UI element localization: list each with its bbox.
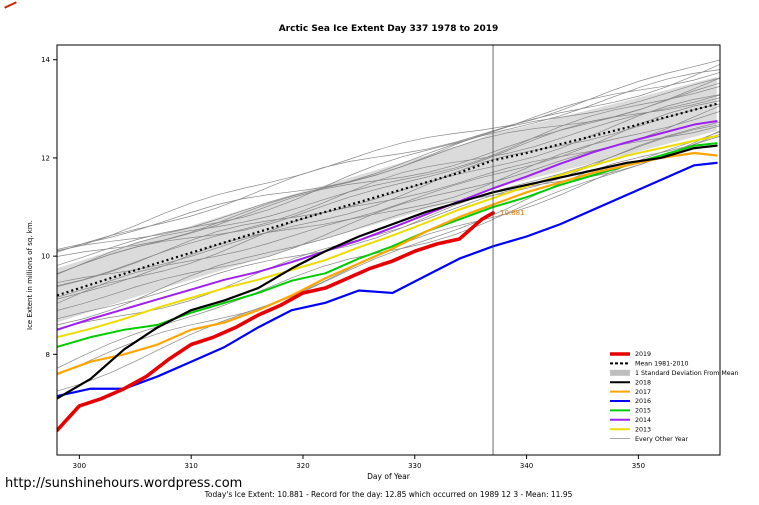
legend-label: 1 Standard Deviation From Mean (635, 370, 739, 377)
legend-label: Every Other Year (635, 436, 689, 443)
footer-link[interactable]: http://sunshinehours.wordpress.com (5, 476, 243, 491)
other-year-line (57, 111, 720, 304)
series-line-2017 (57, 151, 718, 376)
legend-label: 2016 (635, 398, 651, 405)
other-year-line (57, 100, 720, 300)
plot-area (57, 59, 720, 433)
series-line-2014 (57, 120, 718, 331)
y-tick-label: 14 (41, 56, 50, 64)
legend-label: 2017 (635, 389, 651, 396)
other-year-line (57, 86, 720, 275)
x-tick-label: 310 (184, 462, 197, 470)
x-tick-label: 340 (520, 462, 533, 470)
x-tick-label: 320 (296, 462, 309, 470)
series-line-2018 (57, 144, 718, 400)
series-line-2016 (57, 161, 718, 398)
legend-swatch-band (610, 369, 630, 376)
other-year-line (57, 94, 720, 287)
plot-frame (56, 44, 721, 456)
y-tick-label: 10 (41, 253, 50, 261)
footer-caption: Today's Ice Extent: 10.881 - Record for … (204, 490, 573, 499)
other-year-line (57, 72, 720, 266)
x-tick-label: 330 (408, 462, 421, 470)
x-tick-label: 300 (73, 462, 86, 470)
other-year-line (57, 64, 720, 253)
y-tick-label: 12 (41, 154, 50, 162)
mean-line (57, 102, 717, 297)
legend-label: Mean 1981-2010 (635, 361, 688, 368)
other-year-line (57, 124, 720, 320)
other-year-line (57, 77, 720, 252)
y-axis-label: Ice Extent in millions of sq. km. (26, 220, 34, 330)
legend-label: 2015 (635, 408, 651, 415)
chart-title: Arctic Sea Ice Extent Day 337 1978 to 20… (278, 24, 499, 34)
other-year-line (57, 59, 720, 252)
today-extent-annotation: 10.881 (500, 209, 525, 217)
other-year-line (57, 97, 720, 274)
x-tick-label: 350 (632, 462, 645, 470)
legend (610, 352, 630, 440)
other-year-line (57, 135, 720, 376)
x-axis-label: Day of Year (367, 472, 410, 481)
series-line-2019 (57, 211, 495, 433)
y-tick-label: 8 (46, 351, 50, 359)
legend-label: 2013 (635, 426, 651, 433)
plot-svg: 10.881 300 310 320 330 340 350 8 10 12 14 2019 Mean … (41, 44, 739, 470)
other-year-line (57, 69, 720, 250)
std-dev-band (57, 76, 717, 323)
legend-label: 2014 (635, 417, 651, 424)
legend-label: 2018 (635, 379, 651, 386)
other-year-line (57, 94, 720, 287)
series-line-2013 (57, 134, 718, 339)
legend-label: 2019 (635, 351, 651, 358)
